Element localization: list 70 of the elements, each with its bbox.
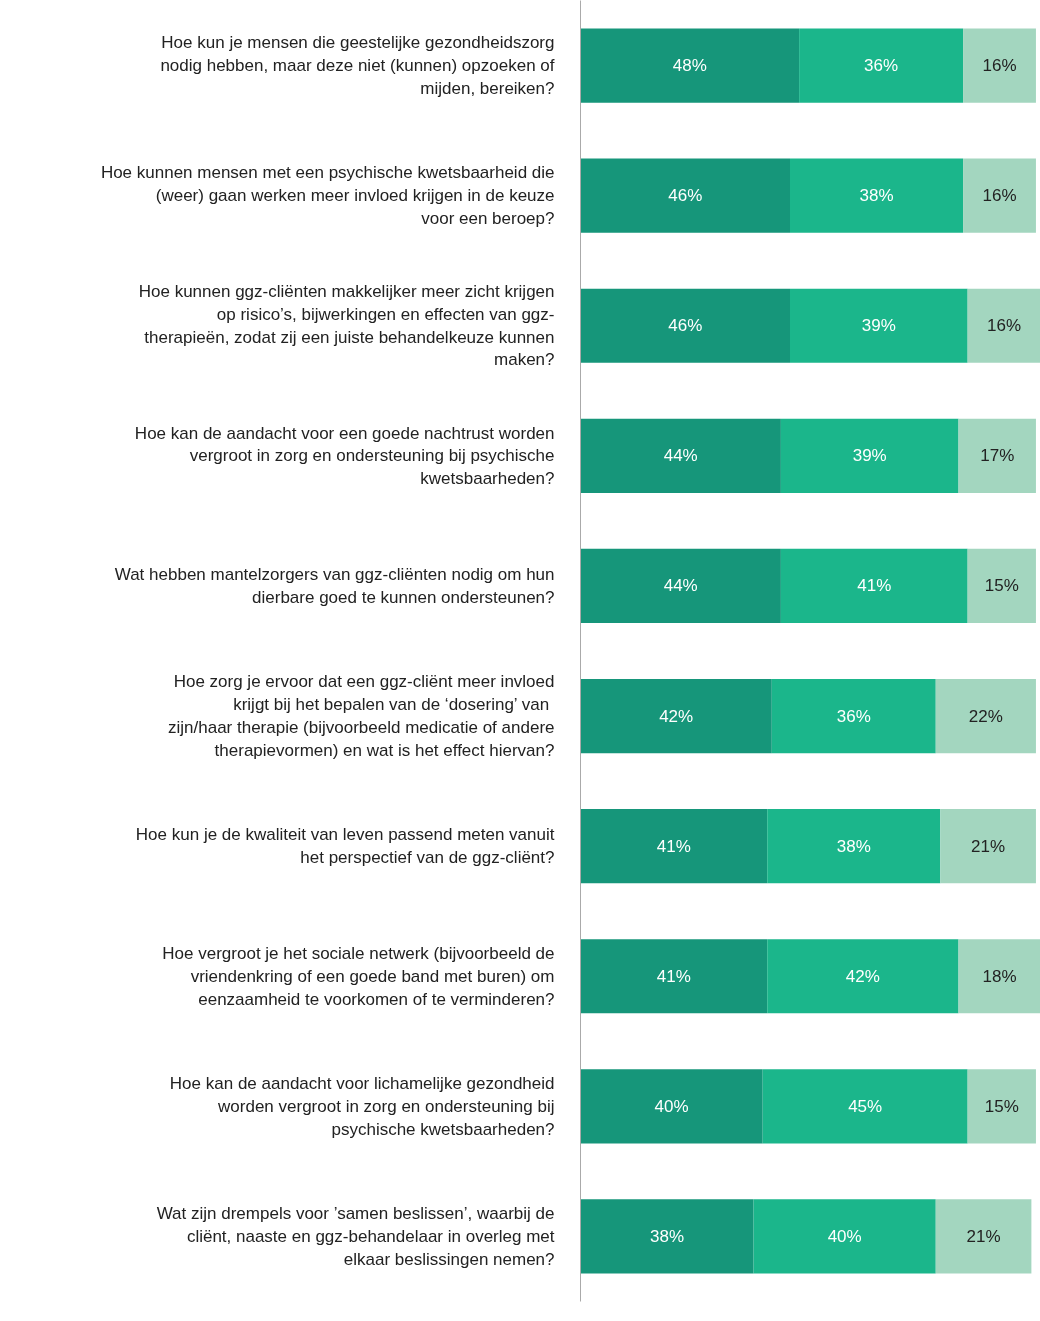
data-label: 15% bbox=[984, 1096, 1019, 1116]
data-label: 16% bbox=[982, 56, 1017, 76]
bar bbox=[799, 28, 964, 103]
data-label: 18% bbox=[982, 966, 1017, 986]
bar bbox=[935, 678, 1036, 754]
y-tick-label: Hoe vergroot je het sociale netwerk (bijvoorbeeld de vriendenkring of een goede band met buren) om eenzaamheid te voorkomen of te verminderen? bbox=[162, 943, 555, 1009]
bar bbox=[967, 1069, 1036, 1144]
data-label: 42% bbox=[845, 966, 880, 986]
data-label: 36% bbox=[864, 56, 899, 76]
data-label: 39% bbox=[852, 446, 887, 466]
data-label: 36% bbox=[836, 706, 871, 726]
data-label: 39% bbox=[861, 316, 896, 336]
data-label: 41% bbox=[857, 576, 892, 596]
bar bbox=[580, 939, 768, 1014]
bar bbox=[580, 418, 781, 493]
bar bbox=[767, 809, 941, 884]
bar bbox=[762, 1069, 968, 1144]
y-tick-label: Hoe kan de aandacht voor lichamelijke gezondheid worden vergroot in zorg en ondersteuning bij psychische kwetsbaarheden? bbox=[169, 1074, 555, 1139]
data-label: 44% bbox=[663, 576, 698, 596]
data-label: 16% bbox=[987, 316, 1022, 336]
bar bbox=[790, 158, 964, 233]
bar bbox=[580, 28, 800, 103]
data-label: 41% bbox=[656, 966, 691, 986]
bar bbox=[580, 1069, 763, 1144]
data-label: 16% bbox=[982, 186, 1017, 206]
data-label: 46% bbox=[668, 186, 703, 206]
data-label: 38% bbox=[836, 836, 871, 856]
bar bbox=[967, 288, 1040, 363]
data-label: 42% bbox=[659, 706, 694, 726]
data-label: 45% bbox=[848, 1096, 883, 1116]
y-tick-label: Wat zijn drempels voor ’samen beslissen’, waarbij de cliënt, naaste en ggz-behandelaar in overleg met elkaar beslissingen nemen? bbox=[156, 1204, 555, 1269]
bar bbox=[940, 809, 1036, 884]
data-label: 41% bbox=[656, 836, 691, 856]
data-label: 40% bbox=[654, 1096, 689, 1116]
bar bbox=[963, 158, 1036, 233]
bar bbox=[771, 678, 936, 754]
data-label: 22% bbox=[968, 706, 1003, 726]
bar bbox=[963, 28, 1036, 103]
y-tick-label: Wat hebben mantelzorgers van ggz-cliënten nodig om hun dierbare goed te kunnen ondersteunen? bbox=[114, 565, 555, 607]
y-tick-label: Hoe zorg je ervoor dat een ggz-cliënt meer invloed krijgt bij het bepalen van de ‘dosering’ van zijn/haar therapie (bijvoorbeeld medicatie of andere therapievormen) en wat is het effect hiervan? bbox=[167, 672, 555, 760]
bar bbox=[580, 548, 781, 624]
bar bbox=[958, 939, 1040, 1014]
bar bbox=[780, 548, 968, 624]
data-label: 21% bbox=[966, 1226, 1001, 1246]
bar bbox=[967, 548, 1036, 624]
bar bbox=[580, 1199, 754, 1274]
data-label: 38% bbox=[859, 186, 894, 206]
bar bbox=[580, 288, 790, 363]
y-tick-label: Hoe kun je de kwaliteit van leven passend meten vanuit het perspectief van de ggz-cliënt? bbox=[135, 825, 555, 868]
bar bbox=[580, 678, 772, 754]
bar bbox=[580, 158, 790, 233]
data-label: 46% bbox=[668, 316, 703, 336]
data-label: 44% bbox=[663, 446, 698, 466]
data-label: 48% bbox=[672, 56, 707, 76]
y-tick-label: Hoe kunnen ggz-cliënten makkelijker meer zicht krijgen op risico’s, bijwerkingen en effecten van ggz-therapieën, zodat zij een juiste behandelkeuze kunnen maken? bbox=[138, 282, 555, 370]
bar bbox=[790, 288, 968, 363]
bar bbox=[753, 1199, 936, 1274]
data-label: 40% bbox=[827, 1226, 862, 1246]
bar bbox=[780, 418, 959, 493]
data-label: 17% bbox=[980, 446, 1015, 466]
data-label: 21% bbox=[971, 836, 1006, 856]
bar bbox=[580, 809, 768, 884]
bar bbox=[958, 418, 1036, 493]
data-label: 15% bbox=[984, 576, 1019, 596]
y-tick-label: Hoe kunnen mensen met een psychische kwetsbaarheid die (weer) gaan werken meer invloed krijgen in de keuze voor een beroep? bbox=[100, 163, 555, 228]
data-label: 38% bbox=[650, 1226, 685, 1246]
bar bbox=[935, 1199, 1032, 1274]
bar bbox=[767, 939, 959, 1014]
y-tick-label: Hoe kan de aandacht voor een goede nachtrust worden vergroot in zorg en ondersteuning bij psychische kwetsbaarheden? bbox=[134, 423, 555, 489]
y-tick-label: Hoe kun je mensen die geestelijke gezondheidszorg nodig hebben, maar deze niet (kunnen) opzoeken of mijden, bereiken? bbox=[160, 33, 555, 98]
